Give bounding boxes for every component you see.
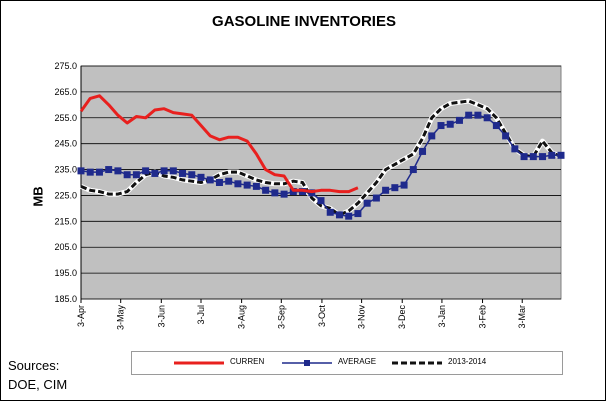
y-tick-label: 195.0 xyxy=(54,268,77,278)
series-average-point xyxy=(492,122,500,130)
x-tick-label: 3-Jul xyxy=(196,305,206,325)
legend-label-2013-2014: 2013-2014 xyxy=(448,357,487,366)
series-average-point xyxy=(529,153,537,161)
series-average-point xyxy=(511,145,519,153)
x-tick-label: 3-Sep xyxy=(276,305,286,329)
series-average-point xyxy=(95,168,103,176)
series-average-point xyxy=(142,167,150,175)
series-average-point xyxy=(335,211,343,219)
series-average-point xyxy=(428,132,436,140)
series-average-point xyxy=(446,120,454,128)
x-tick-label: 3-Mar xyxy=(517,305,527,329)
series-average-point xyxy=(105,166,113,174)
series-group xyxy=(77,94,565,220)
y-ticks: 275.0 265.0 255.0 245.0 235.0 225.0 215.0 205.0… xyxy=(54,61,77,304)
series-average-point xyxy=(271,189,279,197)
sources-value: DOE, CIM xyxy=(8,377,68,392)
y-tick-label: 275.0 xyxy=(54,61,77,71)
series-average-point xyxy=(317,197,325,205)
series-average-point xyxy=(419,147,427,155)
x-tick-label: 3-Aug xyxy=(237,305,247,329)
series-average-point xyxy=(455,116,463,124)
legend-label-current: CURREN xyxy=(230,357,265,366)
legend-item-2013-2014: 2013-2014 xyxy=(392,352,522,374)
series-average-point xyxy=(206,176,214,184)
x-tick-label: 3-Nov xyxy=(357,305,367,330)
series-average-point xyxy=(400,181,408,189)
x-tick-label: 3-Jun xyxy=(156,305,166,328)
series-curren-line xyxy=(79,94,359,194)
series-average-point xyxy=(252,182,260,190)
legend-item-average: AVERAGE xyxy=(282,352,402,374)
series-average-point xyxy=(520,153,528,161)
plot-background xyxy=(80,65,562,300)
chart-canvas: 275.0 265.0 255.0 245.0 235.0 225.0 215.0 205.0… xyxy=(54,61,565,330)
series-average-point xyxy=(225,177,233,185)
series-average-point xyxy=(132,171,140,179)
y-tick-label: 255.0 xyxy=(54,113,77,123)
series-average-point xyxy=(465,111,473,119)
chart-title: GASOLINE INVENTORIES xyxy=(212,13,396,30)
series-average-point xyxy=(409,166,417,174)
series-average-point xyxy=(86,168,94,176)
series-average-point xyxy=(280,190,288,198)
series-average-point xyxy=(437,122,445,130)
series-average-point xyxy=(215,179,223,186)
series-average-point xyxy=(188,171,196,179)
series-average-point xyxy=(345,212,353,220)
series-average-point xyxy=(372,194,380,202)
series-average-point xyxy=(114,167,122,175)
plot-area xyxy=(80,65,562,300)
series-average-point xyxy=(151,169,159,177)
y-tick-label: 225.0 xyxy=(54,190,77,200)
y-tick-label: 205.0 xyxy=(54,242,77,252)
series-average-point xyxy=(548,151,556,159)
series-average-point xyxy=(502,132,510,140)
y-tick-label: 215.0 xyxy=(54,216,77,226)
x-tick-label: 3-Oct xyxy=(317,305,327,328)
x-tick-label: 3-Feb xyxy=(478,305,488,329)
series-average-point xyxy=(483,114,491,122)
x-tick-label: 3-Dec xyxy=(397,305,407,330)
legend-label-average: AVERAGE xyxy=(338,357,377,366)
sources-label: Sources: xyxy=(8,358,60,373)
legend: CURREN AVERAGE 2013-2014 xyxy=(131,351,563,375)
series-average-point xyxy=(160,167,168,175)
series-average-point xyxy=(474,111,482,119)
x-tick-label: 3-May xyxy=(116,305,126,331)
series-2013-2014-line xyxy=(80,99,562,217)
series-average-point xyxy=(382,186,390,194)
y-tick-label: 265.0 xyxy=(54,87,77,97)
sources-note: Sources: DOE, CIM xyxy=(8,356,67,394)
series-average-point xyxy=(197,173,205,181)
series-average-point xyxy=(77,167,85,175)
y-tick-label: 245.0 xyxy=(54,139,77,149)
series-average-point xyxy=(123,171,131,179)
series-average-point xyxy=(179,169,187,177)
x-ticks: 3-Apr 3-May 3-Jun 3-Jul 3-Aug 3-Sep 3-Oct 3-Nov… xyxy=(76,299,527,330)
x-tick-label: 3-Apr xyxy=(76,305,86,327)
y-tick-label: 185.0 xyxy=(54,294,77,304)
series-average-point xyxy=(363,199,371,207)
y-tick-label: 235.0 xyxy=(54,165,77,175)
series-average-point xyxy=(391,184,399,192)
series-average-point xyxy=(326,208,334,216)
series-average-point xyxy=(557,151,565,159)
series-average-point xyxy=(169,167,177,175)
x-tick-label: 3-Jan xyxy=(437,305,447,328)
series-average-point xyxy=(262,186,270,194)
series-average-point xyxy=(354,210,362,218)
series-average-point xyxy=(539,153,547,161)
legend-item-current: CURREN xyxy=(174,352,294,374)
series-average-point xyxy=(243,181,251,189)
series-average-point xyxy=(234,180,242,188)
